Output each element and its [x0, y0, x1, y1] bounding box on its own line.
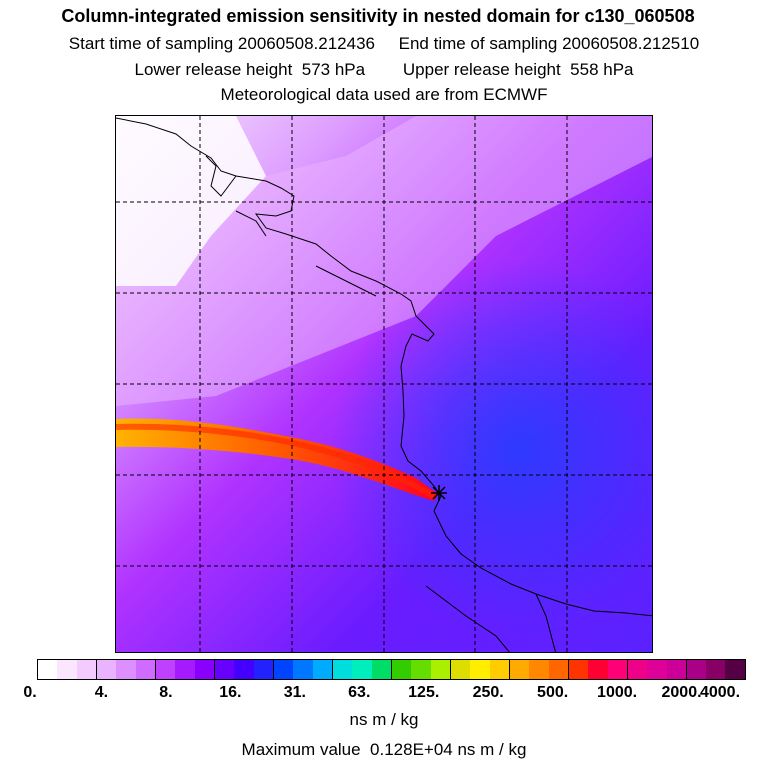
colorbar-segment — [135, 660, 155, 679]
colorbar-segment — [588, 660, 608, 679]
colorbar-tick-label: 0. — [23, 684, 37, 701]
colorbar-segment — [76, 660, 96, 679]
emission-plume — [116, 418, 438, 501]
colorbar-segment — [390, 660, 412, 679]
colorbar-segment — [352, 660, 372, 679]
colorbar-segment — [548, 660, 568, 679]
colorbar-segment — [371, 660, 391, 679]
colorbar-segment — [626, 660, 648, 679]
map-canvas — [116, 116, 652, 652]
colorbar-tick-label: 2000. — [661, 684, 702, 701]
colorbar-segment — [489, 660, 509, 679]
light-sensitivity-band — [116, 116, 652, 406]
colorbar-tick-label: 4000. — [699, 684, 741, 701]
colorbar-tick-label: 8. — [159, 684, 173, 701]
sampling-times: Start time of sampling 20060508.212436 E… — [68, 34, 700, 53]
colorbar-segment — [470, 660, 490, 679]
colorbar-segment — [706, 660, 726, 679]
colorbar-segment — [430, 660, 450, 679]
meteorological-source: Meteorological data used are from ECMWF — [220, 85, 548, 104]
colorbar-segment — [725, 660, 745, 679]
maximum-value: Maximum value 0.128E+04 ns m / kg — [241, 740, 527, 759]
colorbar-segment — [272, 660, 294, 679]
colorbar-segment — [331, 660, 353, 679]
colorbar-segment — [293, 660, 313, 679]
colorbar-tick-label: 4. — [94, 684, 109, 701]
colorbar-tick-label: 500. — [537, 684, 569, 701]
colorbar-segment — [508, 660, 530, 679]
island-coastlines — [205, 155, 377, 297]
colorbar — [37, 659, 746, 680]
plume-core — [116, 423, 436, 499]
emission-sensitivity-map — [115, 115, 653, 653]
colorbar-segment — [253, 660, 273, 679]
colorbar-segment — [116, 660, 136, 679]
colorbar-tick-label: 125. — [408, 684, 440, 701]
colorbar-segment — [567, 660, 589, 679]
colorbar-segment — [95, 660, 117, 679]
colorbar-segment — [647, 660, 667, 679]
colorbar-segment — [154, 660, 176, 679]
lat-lon-grid — [116, 116, 652, 652]
colorbar-segment — [449, 660, 471, 679]
colorbar-tick-label: 250. — [472, 684, 504, 701]
border-lines — [425, 585, 556, 652]
colorbar-tick-label: 16. — [219, 684, 242, 701]
colorbar-segment — [38, 660, 58, 679]
colorbar-tick-label: 63. — [348, 684, 371, 701]
colorbar-segment — [234, 660, 254, 679]
colorbar-segment — [529, 660, 549, 679]
colorbar-segment — [607, 660, 627, 679]
zero-sensitivity-region — [116, 116, 266, 286]
release-heights: Lower release height 573 hPa Upper relea… — [134, 60, 634, 79]
colorbar-segment — [175, 660, 195, 679]
colorbar-segment — [213, 660, 235, 679]
colorbar-segment — [666, 660, 686, 679]
colorbar-units: ns m / kg — [349, 710, 419, 729]
colorbar-segment — [194, 660, 214, 679]
colorbar-segment — [57, 660, 77, 679]
plot-title: Column-integrated emission sensitivity i… — [61, 6, 695, 26]
star-marker — [431, 485, 447, 501]
colorbar-segment — [685, 660, 707, 679]
coastline — [116, 117, 652, 617]
colorbar-tick-label: 31. — [283, 684, 306, 701]
colorbar-segment — [312, 660, 332, 679]
colorbar-tick-label: 1000. — [597, 684, 638, 701]
colorbar-segment — [411, 660, 431, 679]
